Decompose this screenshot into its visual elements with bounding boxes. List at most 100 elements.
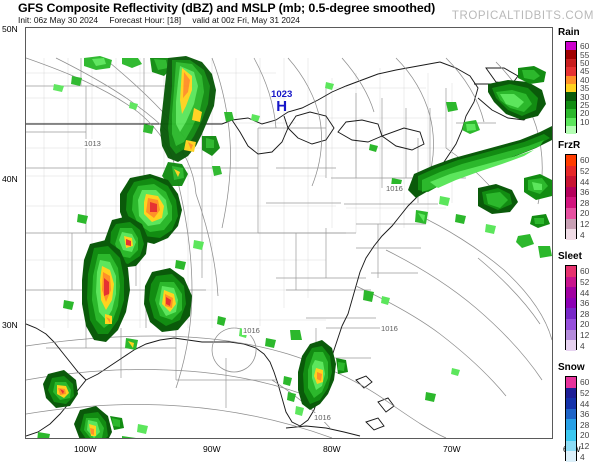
page-title: GFS Composite Reflectivity (dBZ) and MSL… [18, 1, 436, 15]
legend-tick-label: 12 [580, 218, 590, 229]
legend-color-cell [566, 387, 576, 399]
legend-color-strip [565, 154, 577, 240]
legend-color-cell [566, 176, 576, 187]
header: GFS Composite Reflectivity (dBZ) and MSL… [0, 0, 600, 26]
legend-color-cell [566, 429, 576, 441]
legend-color-cell [566, 318, 576, 330]
legend-tick-label: 12 [580, 440, 590, 451]
legend-tick-label: 4 [580, 340, 585, 351]
legend-color-cell [566, 297, 576, 309]
legend-tick-label: 36 [580, 187, 590, 198]
lat-label-40n: 40N [2, 174, 18, 184]
legend-tick-label: 28 [580, 197, 590, 208]
legend-color-cell [566, 197, 576, 208]
legend-tick-label: 52 [580, 165, 590, 176]
legend-color-cell [566, 398, 576, 409]
legend-color-strip [565, 376, 577, 462]
legend-color-cell [566, 186, 576, 198]
pressure-symbol: H [276, 97, 288, 115]
legend-color-cell [566, 276, 576, 288]
init-time: Init: 06z May 30 2024 [18, 15, 99, 25]
legend-colorbar: Rain 60 55 50 45 40 35 30 25 20 10 FrzR 60 52 44 36 28 20… [556, 27, 600, 462]
pressure-value: 1023 [271, 89, 293, 100]
legend-color-cell [566, 165, 576, 177]
legend-color-cell [566, 50, 576, 59]
lon-label-100w: 100W [74, 444, 97, 454]
legend-color-cell [566, 92, 576, 101]
isobar-label: 1016 [380, 324, 399, 333]
legend-tick-label: 20 [580, 319, 590, 330]
legend-color-cell [566, 451, 576, 462]
legend-tick-label: 60 [580, 377, 590, 388]
legend-color-cell [566, 155, 576, 166]
legend-tick-label: 50 [580, 58, 590, 68]
legend-color-cell [566, 207, 576, 219]
map-graphic [26, 28, 552, 438]
legend-tick-label: 45 [580, 66, 590, 77]
legend-tick-label: 60 [580, 266, 590, 277]
legend-tick-label: 20 [580, 208, 590, 219]
legend-color-cell [566, 83, 576, 93]
site-watermark: TROPICALTIDBITS.COM [451, 10, 594, 22]
model-run-info: Init: 06z May 30 2024 Forecast Hour: [18… [18, 15, 309, 25]
legend-tick-label: 44 [580, 287, 590, 298]
legend-section-title: Rain [558, 27, 580, 38]
isobar-label: 1013 [83, 139, 102, 148]
pressure-center-high: 1023 H [271, 90, 292, 114]
legend-color-cell [566, 229, 576, 240]
legend-tick-label: 55 [580, 49, 590, 60]
legend-color-cell [566, 329, 576, 341]
legend-color-cell [566, 408, 576, 420]
lat-label-50n: 50N [2, 24, 18, 34]
legend-tick-label: 44 [580, 398, 590, 409]
legend-section-title: Sleet [558, 251, 582, 262]
legend-color-cell [566, 67, 576, 76]
legend-tick-label: 60 [580, 41, 590, 52]
legend-color-cell [566, 419, 576, 430]
legend-color-cell [566, 218, 576, 230]
lon-label-70w: 70W [443, 444, 461, 454]
legend-tick-label: 40 [580, 74, 590, 85]
lat-label-30n: 30N [2, 320, 18, 330]
legend-tick-label: 20 [580, 430, 590, 441]
legend-color-strip [565, 41, 577, 135]
legend-tick-label: 36 [580, 298, 590, 309]
legend-color-cell [566, 58, 576, 68]
legend-tick-label: 35 [580, 83, 590, 94]
legend-tick-label: 52 [580, 387, 590, 398]
legend-color-cell [566, 117, 576, 126]
lon-label-80w: 80W [323, 444, 341, 454]
legend-color-cell [566, 42, 576, 51]
lon-label-90w: 90W [203, 444, 221, 454]
legend-section-title: FrzR [558, 140, 581, 151]
isobar-label: 1016 [385, 184, 404, 193]
legend-color-cell [566, 100, 576, 110]
legend-tick-label: 20 [580, 108, 590, 119]
map-canvas[interactable]: 1023 H 1013 1016 1016 1016 1016 [25, 27, 553, 439]
legend-color-cell [566, 109, 576, 118]
legend-section-title: Snow [558, 362, 585, 373]
legend-tick-label: 28 [580, 419, 590, 430]
legend-color-cell [566, 75, 576, 84]
reflectivity-field [37, 56, 552, 438]
legend-color-cell [566, 308, 576, 319]
legend-color-cell [566, 266, 576, 277]
legend-tick-label: 12 [580, 329, 590, 340]
legend-color-cell [566, 125, 576, 135]
isobar-label: 1016 [313, 413, 332, 422]
legend-tick-label: 52 [580, 276, 590, 287]
valid-time: valid at 00z Fri, May 31 2024 [192, 15, 300, 25]
legend-color-cell [566, 287, 576, 298]
legend-tick-label: 28 [580, 308, 590, 319]
isobar-label: 1016 [242, 326, 261, 335]
legend-tick-label: 10 [580, 116, 590, 127]
legend-color-cell [566, 377, 576, 388]
legend-tick-label: 36 [580, 409, 590, 420]
legend-tick-label: 25 [580, 100, 590, 110]
legend-tick-label: 4 [580, 451, 585, 462]
legend-tick-label: 44 [580, 176, 590, 187]
forecast-hour: Forecast Hour: [18] [109, 15, 182, 25]
legend-tick-label: 30 [580, 91, 590, 102]
legend-tick-label: 60 [580, 155, 590, 166]
